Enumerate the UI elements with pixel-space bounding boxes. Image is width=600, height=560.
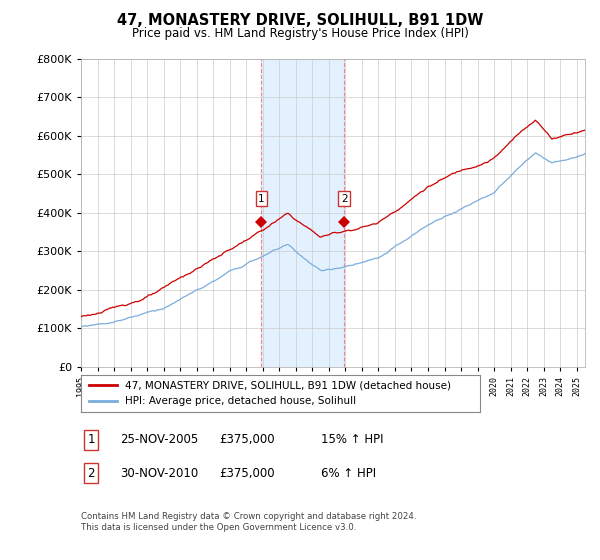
- Text: 47, MONASTERY DRIVE, SOLIHULL, B91 1DW: 47, MONASTERY DRIVE, SOLIHULL, B91 1DW: [117, 13, 483, 27]
- Bar: [262, 59, 344, 367]
- Text: 2: 2: [88, 466, 95, 480]
- Text: 25-NOV-2005: 25-NOV-2005: [120, 433, 198, 446]
- Text: 1: 1: [88, 433, 95, 446]
- Text: Price paid vs. HM Land Registry's House Price Index (HPI): Price paid vs. HM Land Registry's House …: [131, 27, 469, 40]
- Text: Contains HM Land Registry data © Crown copyright and database right 2024.
This d: Contains HM Land Registry data © Crown c…: [81, 512, 416, 532]
- Text: 2: 2: [341, 194, 347, 203]
- Text: £375,000: £375,000: [219, 433, 275, 446]
- Text: 1: 1: [258, 194, 265, 203]
- Text: 47, MONASTERY DRIVE, SOLIHULL, B91 1DW (detached house): 47, MONASTERY DRIVE, SOLIHULL, B91 1DW (…: [125, 380, 451, 390]
- Text: 6% ↑ HPI: 6% ↑ HPI: [321, 466, 376, 480]
- Text: 30-NOV-2010: 30-NOV-2010: [120, 466, 198, 480]
- Text: HPI: Average price, detached house, Solihull: HPI: Average price, detached house, Soli…: [125, 396, 356, 407]
- Text: £375,000: £375,000: [219, 466, 275, 480]
- Text: 15% ↑ HPI: 15% ↑ HPI: [321, 433, 383, 446]
